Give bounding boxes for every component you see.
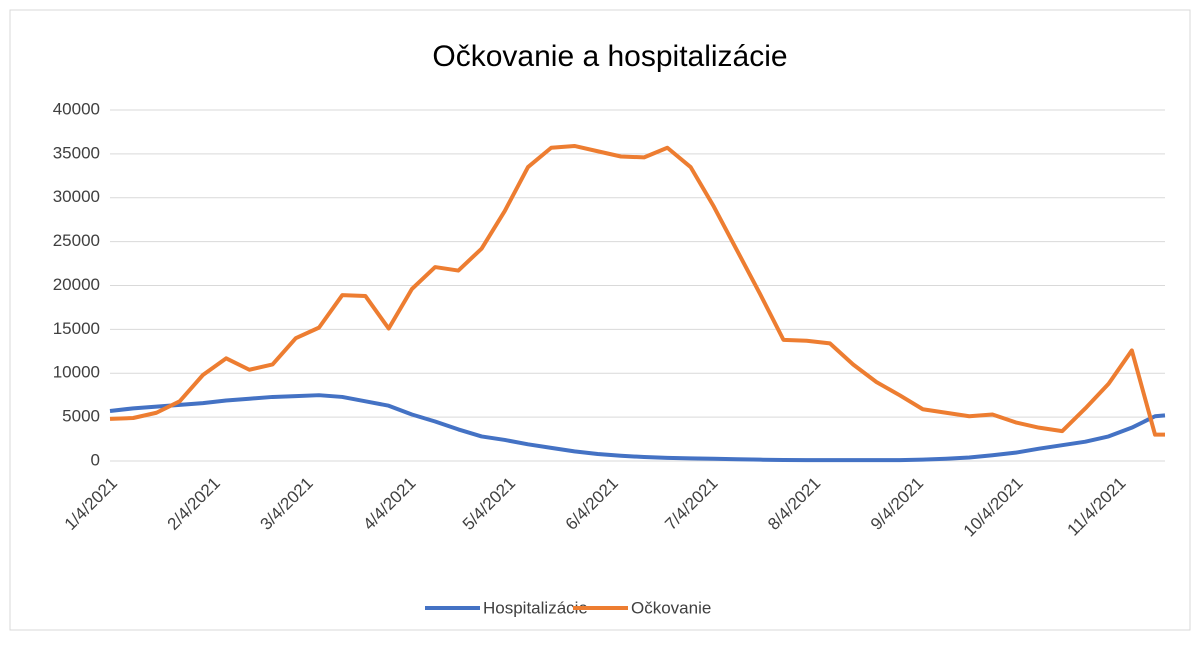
- chart-frame: [9, 9, 1191, 631]
- series-line: [109, 393, 1166, 463]
- series-line: [109, 143, 1165, 437]
- legend-label: Očkovanie: [631, 598, 711, 617]
- y-tick-label: 30000: [53, 187, 100, 206]
- y-tick-label: 35000: [53, 143, 100, 162]
- y-tick-label: 15000: [53, 319, 100, 338]
- y-tick-label: 0: [91, 450, 100, 469]
- chart-title: Očkovanie a hospitalizácie: [432, 40, 787, 73]
- legend-label: Hospitalizácie: [483, 598, 588, 617]
- y-tick-label: 10000: [53, 363, 100, 382]
- y-tick-label: 5000: [62, 407, 100, 426]
- y-tick-label: 20000: [53, 275, 100, 294]
- y-tick-label: 25000: [53, 231, 100, 250]
- y-tick-label: 40000: [53, 99, 100, 118]
